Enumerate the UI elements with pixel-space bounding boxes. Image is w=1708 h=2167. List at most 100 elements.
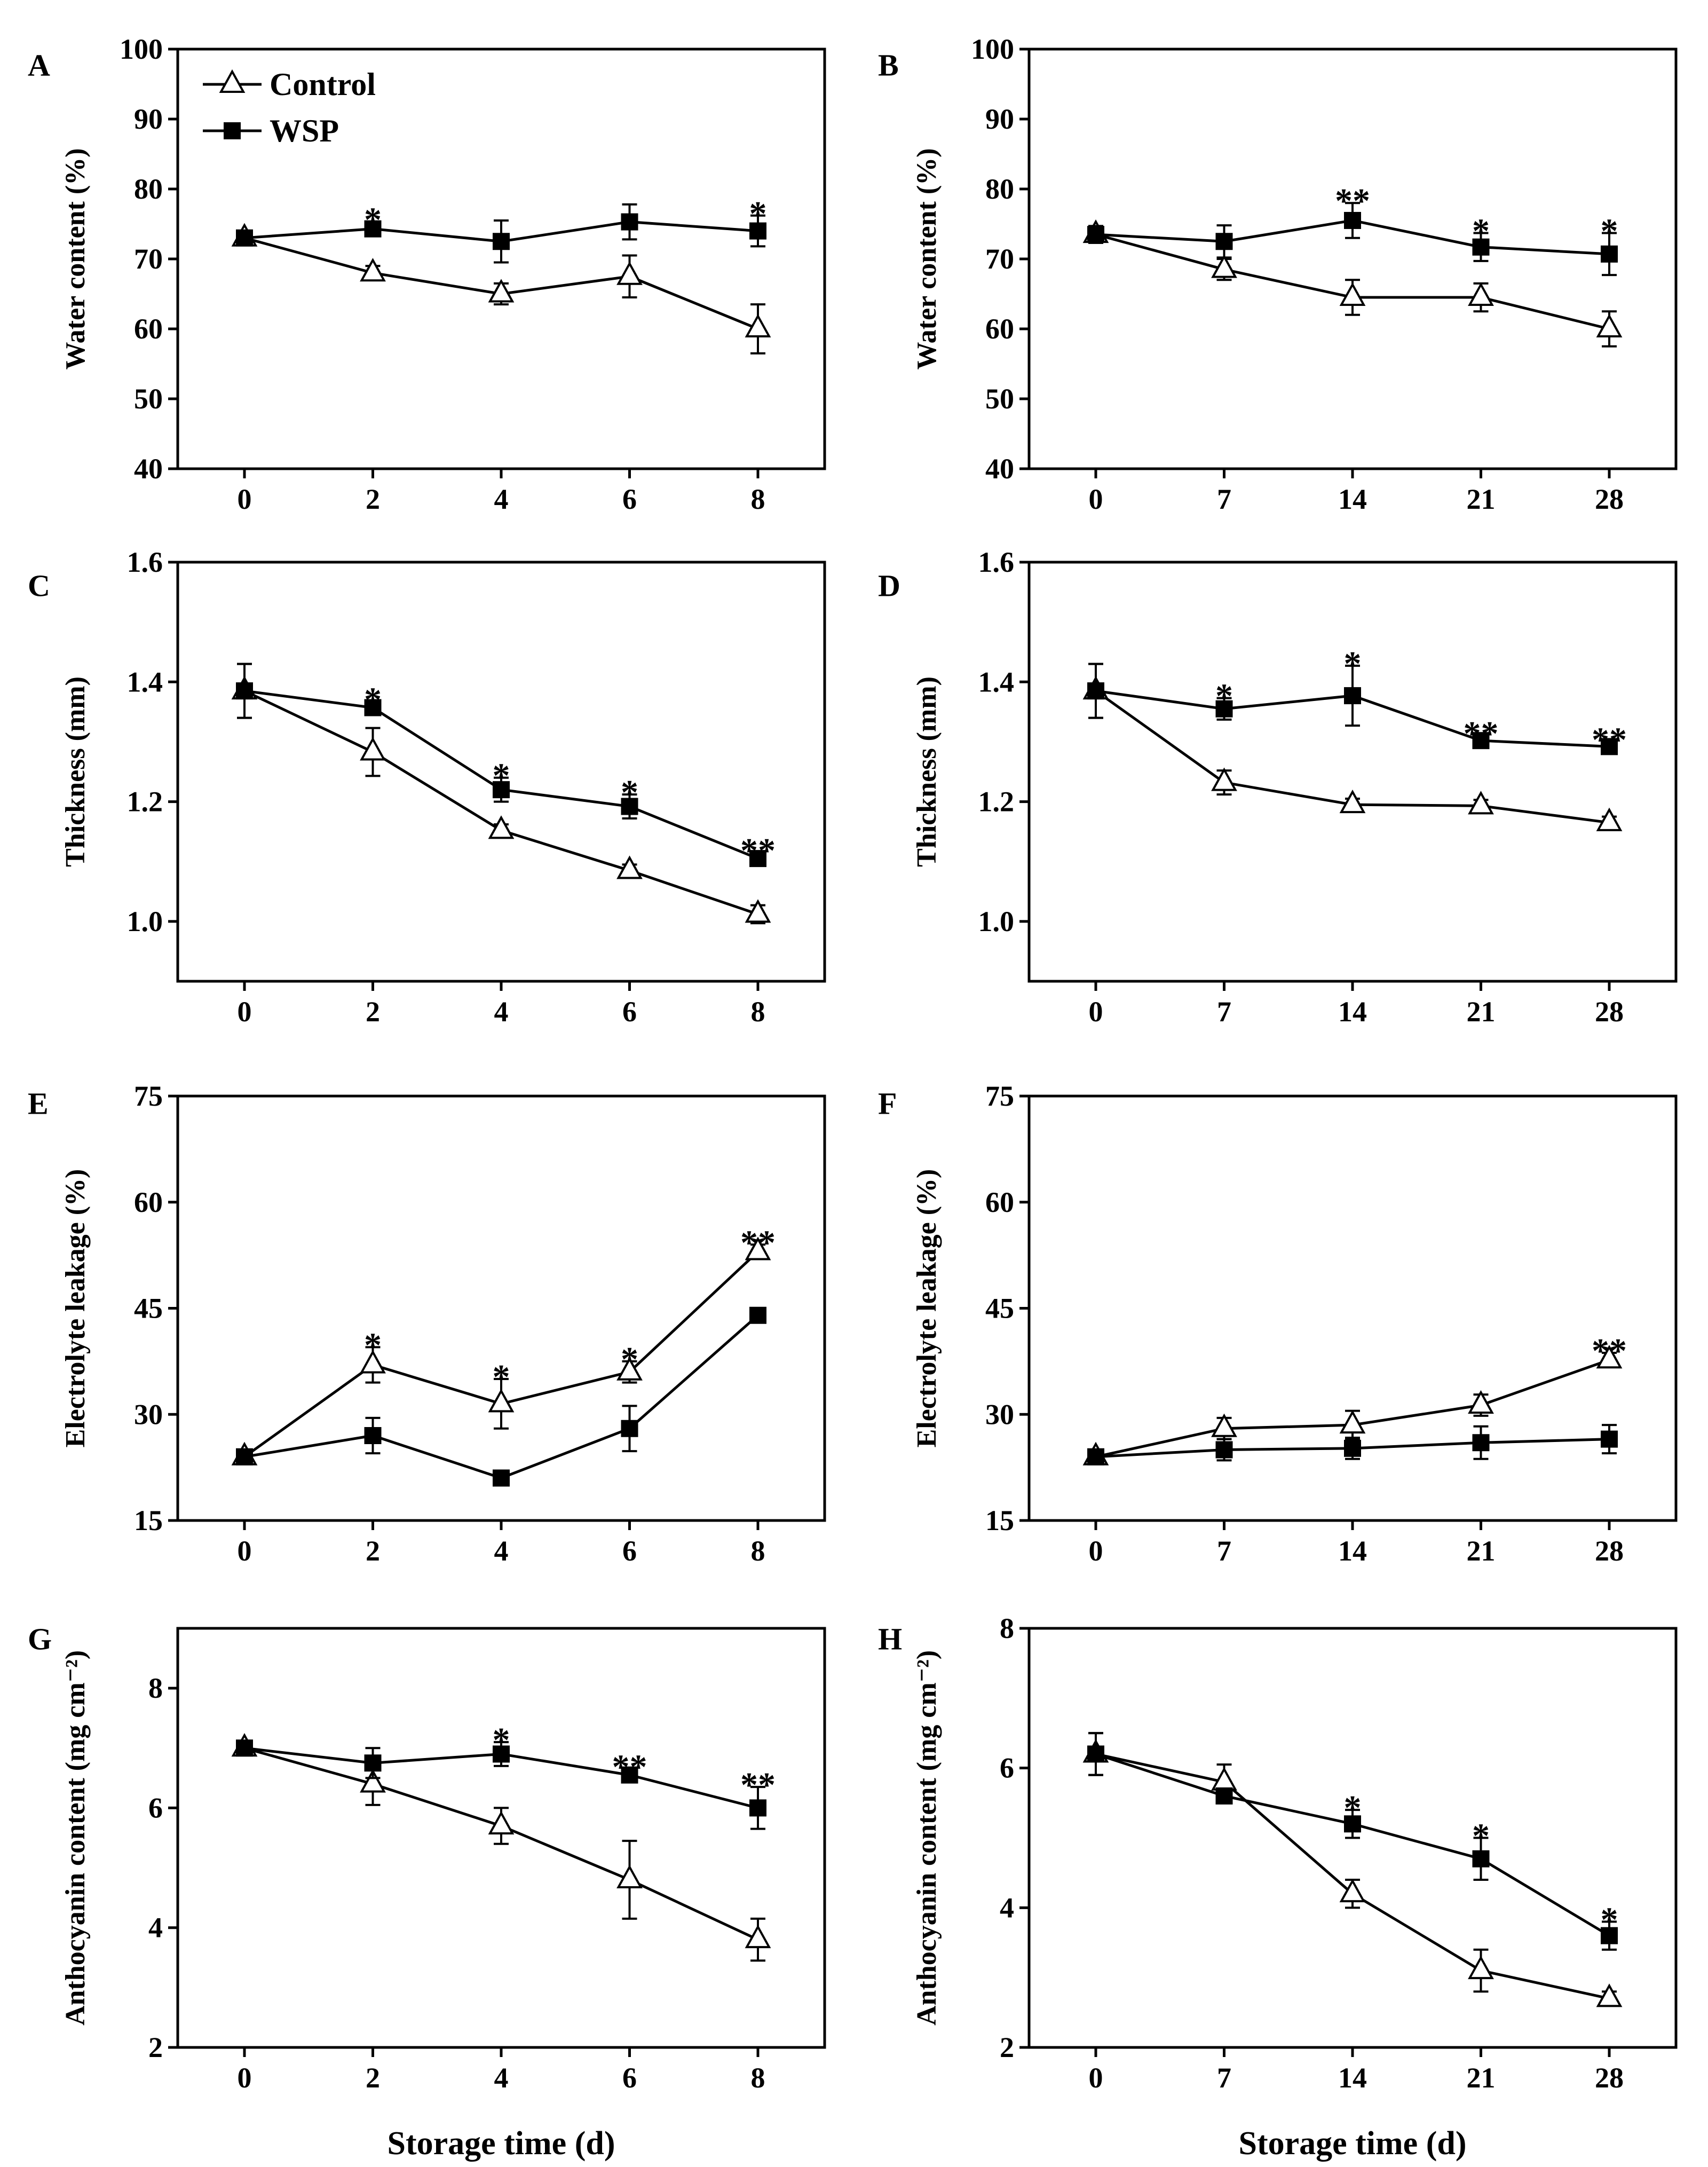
data-point-wsp (364, 220, 382, 238)
significance-marker: ** (740, 831, 776, 870)
significance-marker: * (749, 194, 767, 233)
data-point-control (1596, 1345, 1623, 1369)
data-point-control (616, 855, 643, 879)
x-tick-label: 6 (622, 996, 637, 1028)
data-point-wsp (1601, 738, 1618, 755)
data-point-wsp (1344, 1439, 1361, 1457)
significance-marker: * (364, 1326, 382, 1365)
significance-marker: ** (1335, 182, 1370, 220)
y-tick-label: 1.2 (978, 786, 1015, 818)
x-axis-label-right: Storage time (d) (1239, 2125, 1467, 2162)
data-point-wsp (1601, 1927, 1618, 1944)
significance-marker: * (493, 1358, 510, 1397)
x-tick-label: 6 (622, 2062, 637, 2094)
y-axis-label: Electrolyte leakage (%) (60, 1169, 91, 1448)
data-point-control (745, 313, 771, 337)
y-tick-label: 60 (134, 313, 163, 345)
data-point-wsp (493, 1745, 510, 1763)
panel-e: E 15 30 45 60 75 0 2 4 6 8 Electrolyte leakage (%) *… (28, 1080, 826, 1567)
y-tick-label: 8 (1000, 1612, 1014, 1644)
significance-marker: ** (1592, 720, 1627, 759)
panel-letter: F (878, 1086, 897, 1121)
y-tick-label: 60 (134, 1186, 163, 1218)
x-tick-label: 6 (622, 1535, 637, 1567)
x-tick-label: 14 (1338, 1535, 1367, 1567)
y-tick-label: 100 (120, 33, 163, 65)
y-axis-label: Electrolyte leakage (%) (912, 1169, 942, 1448)
series-wsp (1087, 663, 1618, 755)
x-tick-label: 21 (1467, 1535, 1496, 1567)
y-tick-label: 70 (985, 243, 1014, 275)
data-point-control (1468, 1955, 1494, 1980)
y-axis-label: Water content (%) (60, 148, 91, 370)
data-point-wsp (1087, 226, 1104, 243)
significance-marker: * (493, 757, 510, 795)
data-point-control (616, 1864, 643, 1888)
significance-marker: * (364, 680, 382, 719)
legend-marker-wsp (224, 122, 241, 139)
data-point-wsp (749, 1306, 766, 1324)
y-tick-label: 4 (148, 1912, 163, 1944)
x-tick-label: 0 (238, 996, 252, 1028)
panel-letter: B (878, 48, 899, 83)
plot-frame (1027, 48, 1678, 470)
y-tick-label: 90 (134, 103, 163, 135)
y-tick-label: 80 (134, 173, 163, 205)
y-tick-label: 1.6 (978, 546, 1015, 578)
data-point-wsp (364, 1427, 382, 1444)
y-tick-label: 6 (148, 1792, 163, 1824)
data-point-control (360, 1769, 386, 1793)
data-point-control (360, 1350, 386, 1374)
y-tick-label: 50 (985, 383, 1014, 415)
x-tick-label: 4 (494, 1535, 509, 1567)
legend: Control WSP (203, 67, 376, 148)
y-tick-label: 1.0 (978, 905, 1015, 937)
y-tick-label: 4 (1000, 1892, 1014, 1924)
y-tick-label: 40 (134, 453, 163, 485)
x-tick-label: 8 (751, 996, 765, 1028)
series-wsp (236, 663, 766, 868)
data-point-control (1339, 1409, 1366, 1434)
x-tick-label: 2 (366, 483, 380, 515)
data-point-control (745, 1236, 771, 1260)
data-point-control (745, 899, 771, 923)
y-axis-label: Anthocyanin content (mg cm⁻²) (60, 1650, 91, 2026)
y-tick-label: 8 (148, 1672, 163, 1704)
data-point-wsp (1087, 1448, 1104, 1465)
x-tick-label: 7 (1217, 483, 1231, 515)
series-wsp (1087, 202, 1618, 277)
x-tick-label: 7 (1217, 996, 1231, 1028)
data-point-wsp (1215, 1787, 1233, 1804)
y-tick-label: 100 (971, 33, 1014, 65)
data-point-wsp (1344, 211, 1361, 229)
data-point-wsp (621, 1420, 638, 1437)
y-axis-label: Water content (%) (912, 148, 942, 370)
y-tick-label: 90 (985, 103, 1014, 135)
data-point-wsp (364, 699, 382, 716)
significance-marker: * (1344, 644, 1362, 683)
data-point-wsp (1087, 1745, 1104, 1763)
x-tick-label: 14 (1338, 483, 1367, 515)
data-point-control (488, 279, 515, 303)
panel-g: G 2 4 6 8 0 2 4 6 8 Anthocyanin content (mg cm⁻²) *… (28, 1622, 826, 2094)
data-point-wsp (1472, 732, 1490, 750)
y-axis-label: Anthocyanin content (mg cm⁻²) (912, 1650, 942, 2026)
series-control (1082, 1732, 1623, 2007)
data-point-control (360, 258, 386, 282)
x-tick-label: 14 (1338, 2062, 1367, 2094)
y-tick-label: 1.4 (127, 666, 163, 698)
y-tick-label: 6 (1000, 1752, 1014, 1784)
legend-label-wsp: WSP (270, 113, 339, 148)
x-tick-label: 4 (494, 996, 509, 1028)
series-control (1082, 663, 1623, 831)
x-tick-label: 0 (238, 2062, 252, 2094)
series-wsp (1087, 1732, 1618, 1951)
data-point-wsp (236, 1739, 253, 1757)
y-tick-label: 30 (985, 1398, 1014, 1430)
significance-marker: * (1344, 1788, 1362, 1827)
series-control (1082, 219, 1623, 348)
x-tick-label: 28 (1595, 483, 1624, 515)
data-point-control (488, 1389, 515, 1413)
y-tick-label: 75 (985, 1080, 1014, 1112)
